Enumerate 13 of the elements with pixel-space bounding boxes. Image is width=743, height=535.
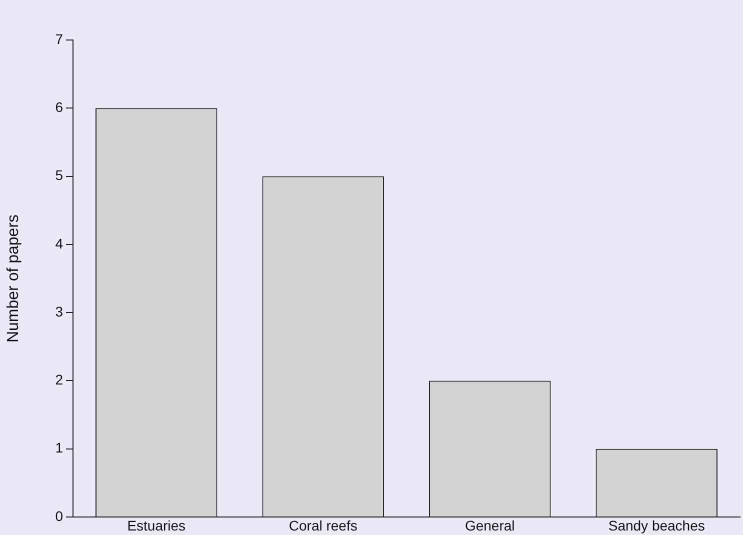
- x-tick-label: Coral reefs: [288, 517, 358, 534]
- y-axis-title: Number of papers: [5, 214, 22, 343]
- y-tick-label: 1: [55, 440, 64, 456]
- y-tick-label: 6: [55, 99, 64, 115]
- x-tick-label: Sandy beaches: [608, 517, 705, 534]
- y-tick-label: 2: [55, 372, 64, 388]
- y-tick-label: 3: [55, 303, 64, 320]
- y-tick-label: 7: [55, 30, 64, 47]
- x-tick-label: General: [464, 517, 515, 534]
- y-tick-label: 5: [55, 167, 64, 184]
- y-tick-label: 0: [55, 508, 64, 524]
- y-tick-label: 4: [55, 235, 64, 252]
- x-tick-label: Estuaries: [127, 517, 186, 534]
